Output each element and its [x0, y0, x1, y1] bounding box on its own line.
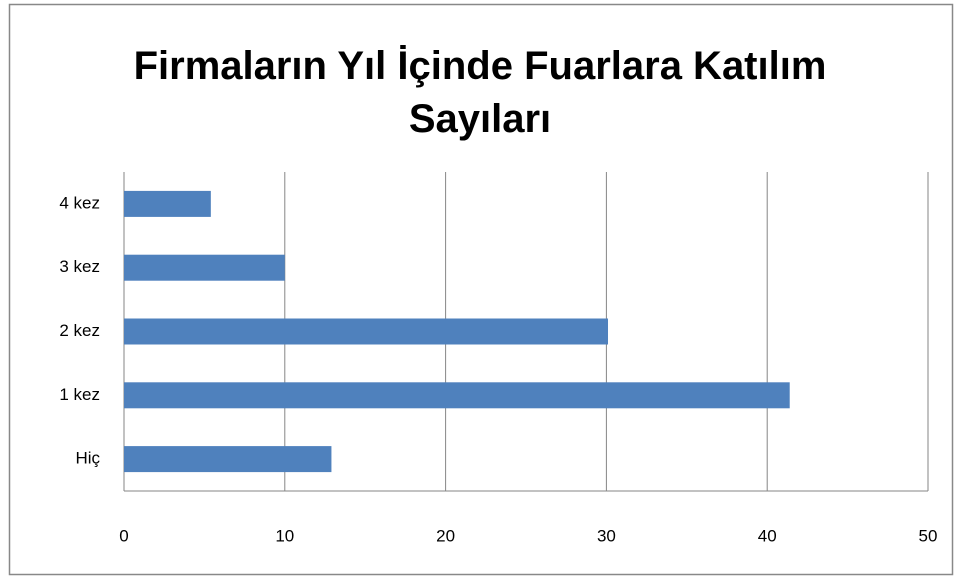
- y-tick-label: 3 kez: [59, 257, 100, 276]
- y-tick-label: 1 kez: [59, 385, 100, 404]
- bar: [124, 190, 211, 217]
- y-tick-label: 2 kez: [59, 321, 100, 340]
- x-tick-label: 20: [436, 526, 455, 545]
- x-tick-label: 40: [758, 526, 777, 545]
- y-tick-label: 4 kez: [59, 193, 100, 212]
- x-tick-label: 30: [597, 526, 616, 545]
- bar: [124, 318, 609, 345]
- y-tick-label: Hiç: [75, 449, 100, 468]
- bar: [124, 382, 790, 409]
- bar: [124, 254, 285, 281]
- x-tick-label: 10: [275, 526, 294, 545]
- x-tick-label: 50: [919, 526, 938, 545]
- x-tick-label: 0: [119, 526, 128, 545]
- chart-title: Firmaların Yıl İçinde Fuarlara Katılım S…: [133, 44, 827, 141]
- chart-frame: [8, 3, 954, 576]
- bar: [124, 446, 332, 473]
